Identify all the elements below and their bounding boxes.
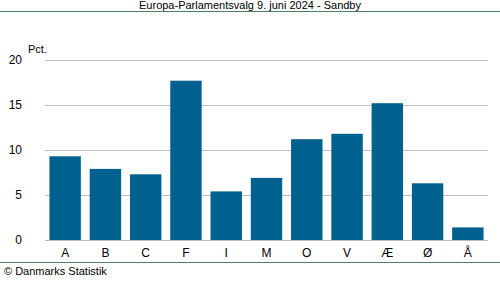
y-tick-label: 0 <box>15 233 22 247</box>
y-label: Pct. <box>28 43 47 55</box>
y-tick-label: 5 <box>15 188 22 202</box>
x-tick-label: Ø <box>423 246 432 260</box>
x-tick-label: M <box>262 246 272 260</box>
bar <box>211 191 242 240</box>
chart: Europa-Parlamentsvalg 9. juni 2024 - San… <box>0 0 500 282</box>
bar <box>251 178 282 240</box>
bottom-rule <box>0 262 500 263</box>
bar <box>130 174 161 240</box>
x-tick-label: I <box>225 246 228 260</box>
bar <box>49 156 80 240</box>
bar <box>372 103 403 240</box>
bar <box>452 227 483 240</box>
top-rule <box>0 11 500 12</box>
x-tick-label: A <box>61 246 69 260</box>
grid-line <box>45 150 488 151</box>
grid-line <box>45 60 488 61</box>
y-tick-label: 10 <box>9 143 23 157</box>
x-tick-label: O <box>302 246 311 260</box>
grid-line <box>45 105 488 106</box>
grid-line <box>45 240 488 241</box>
x-tick-label: C <box>141 246 150 260</box>
x-tick-label: B <box>101 246 109 260</box>
bars <box>49 81 483 240</box>
bar <box>412 183 443 240</box>
x-tick-label: V <box>343 246 351 260</box>
y-tick-label: 15 <box>9 98 23 112</box>
bar <box>291 139 322 240</box>
y-tick-label: 20 <box>9 53 23 67</box>
x-tick-label: Å <box>464 245 472 260</box>
bar <box>170 81 201 240</box>
x-tick-label: Æ <box>381 246 393 260</box>
source: © Danmarks Statistik <box>4 265 107 277</box>
title: Europa-Parlamentsvalg 9. juni 2024 - San… <box>139 0 361 11</box>
bar <box>331 134 362 240</box>
x-tick-label: F <box>182 246 189 260</box>
bar <box>90 169 121 240</box>
